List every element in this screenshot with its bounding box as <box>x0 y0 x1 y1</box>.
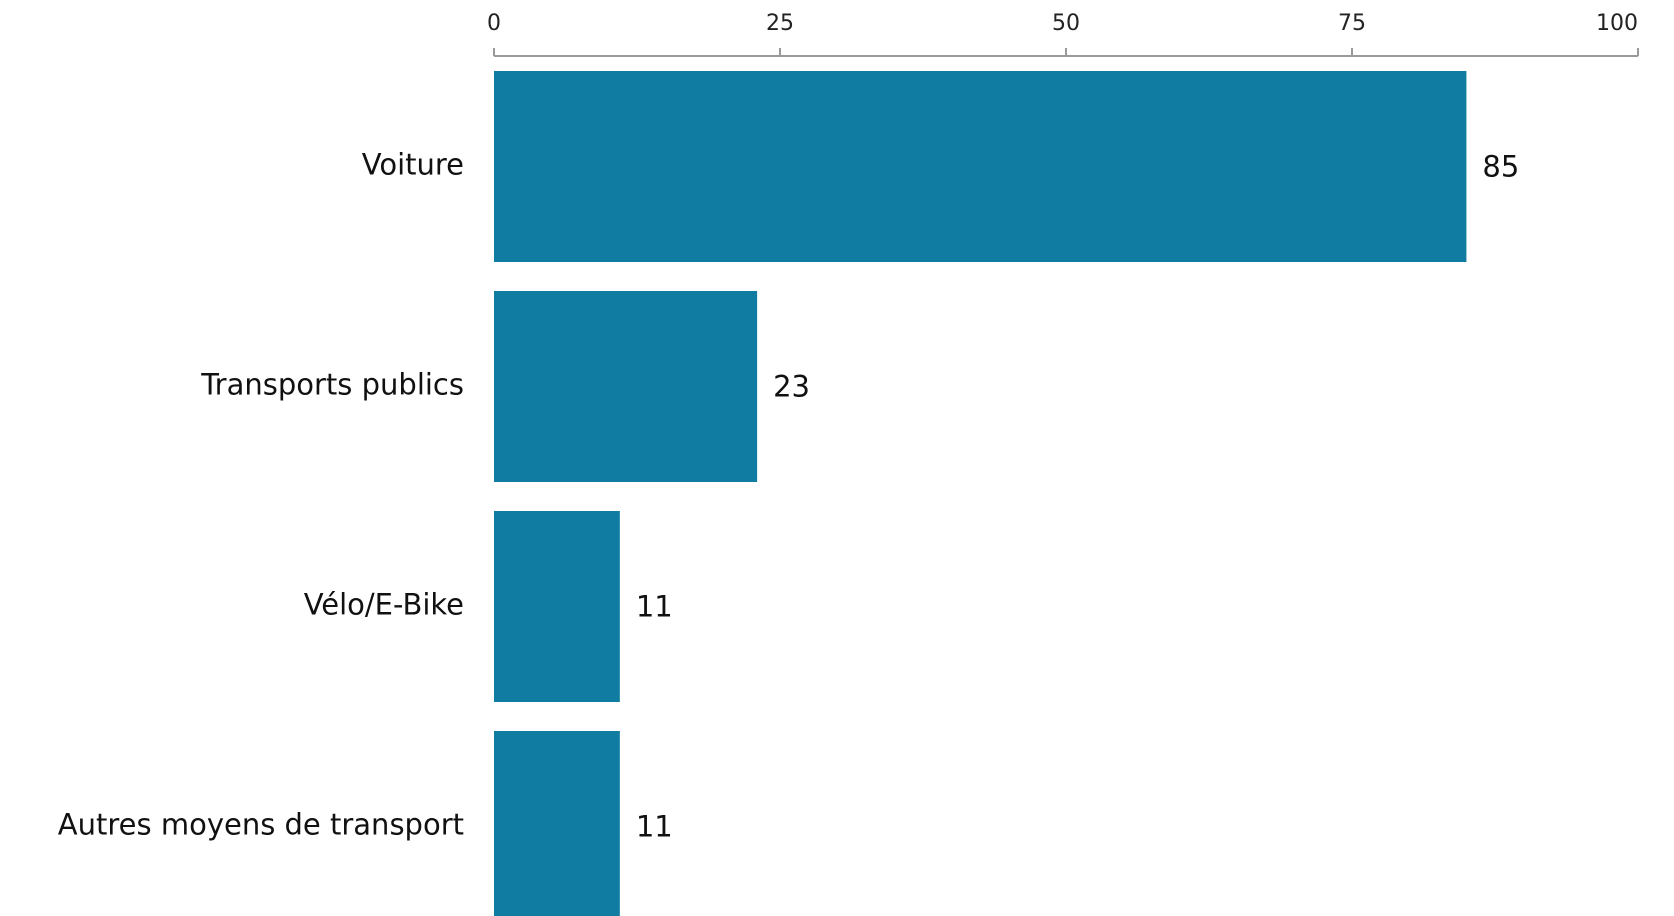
bar <box>494 731 620 916</box>
category-label: Autres moyens de transport <box>58 808 464 842</box>
bars <box>494 71 1467 916</box>
value-labels: 85 23 11 11 <box>636 150 1519 844</box>
x-tick-label: 50 <box>1052 11 1080 36</box>
bar <box>494 71 1467 262</box>
data-label: 11 <box>636 590 673 624</box>
category-label: Voiture <box>362 148 464 182</box>
bar <box>494 511 620 702</box>
data-label: 85 <box>1482 150 1519 184</box>
x-tick-label: 0 <box>487 11 501 36</box>
x-tick-label: 25 <box>766 11 794 36</box>
x-tick-label: 100 <box>1596 11 1638 36</box>
category-label: Vélo/E-Bike <box>304 588 464 622</box>
data-label: 23 <box>773 370 810 404</box>
category-labels: Voiture Transports publics Vélo/E-Bike Autr… <box>58 148 464 842</box>
category-label: Transports publics <box>200 368 464 402</box>
x-axis: 0 25 50 75 100 <box>487 11 1639 57</box>
data-label: 11 <box>636 810 673 844</box>
x-tick-label: 75 <box>1338 11 1366 36</box>
bar <box>494 291 758 482</box>
